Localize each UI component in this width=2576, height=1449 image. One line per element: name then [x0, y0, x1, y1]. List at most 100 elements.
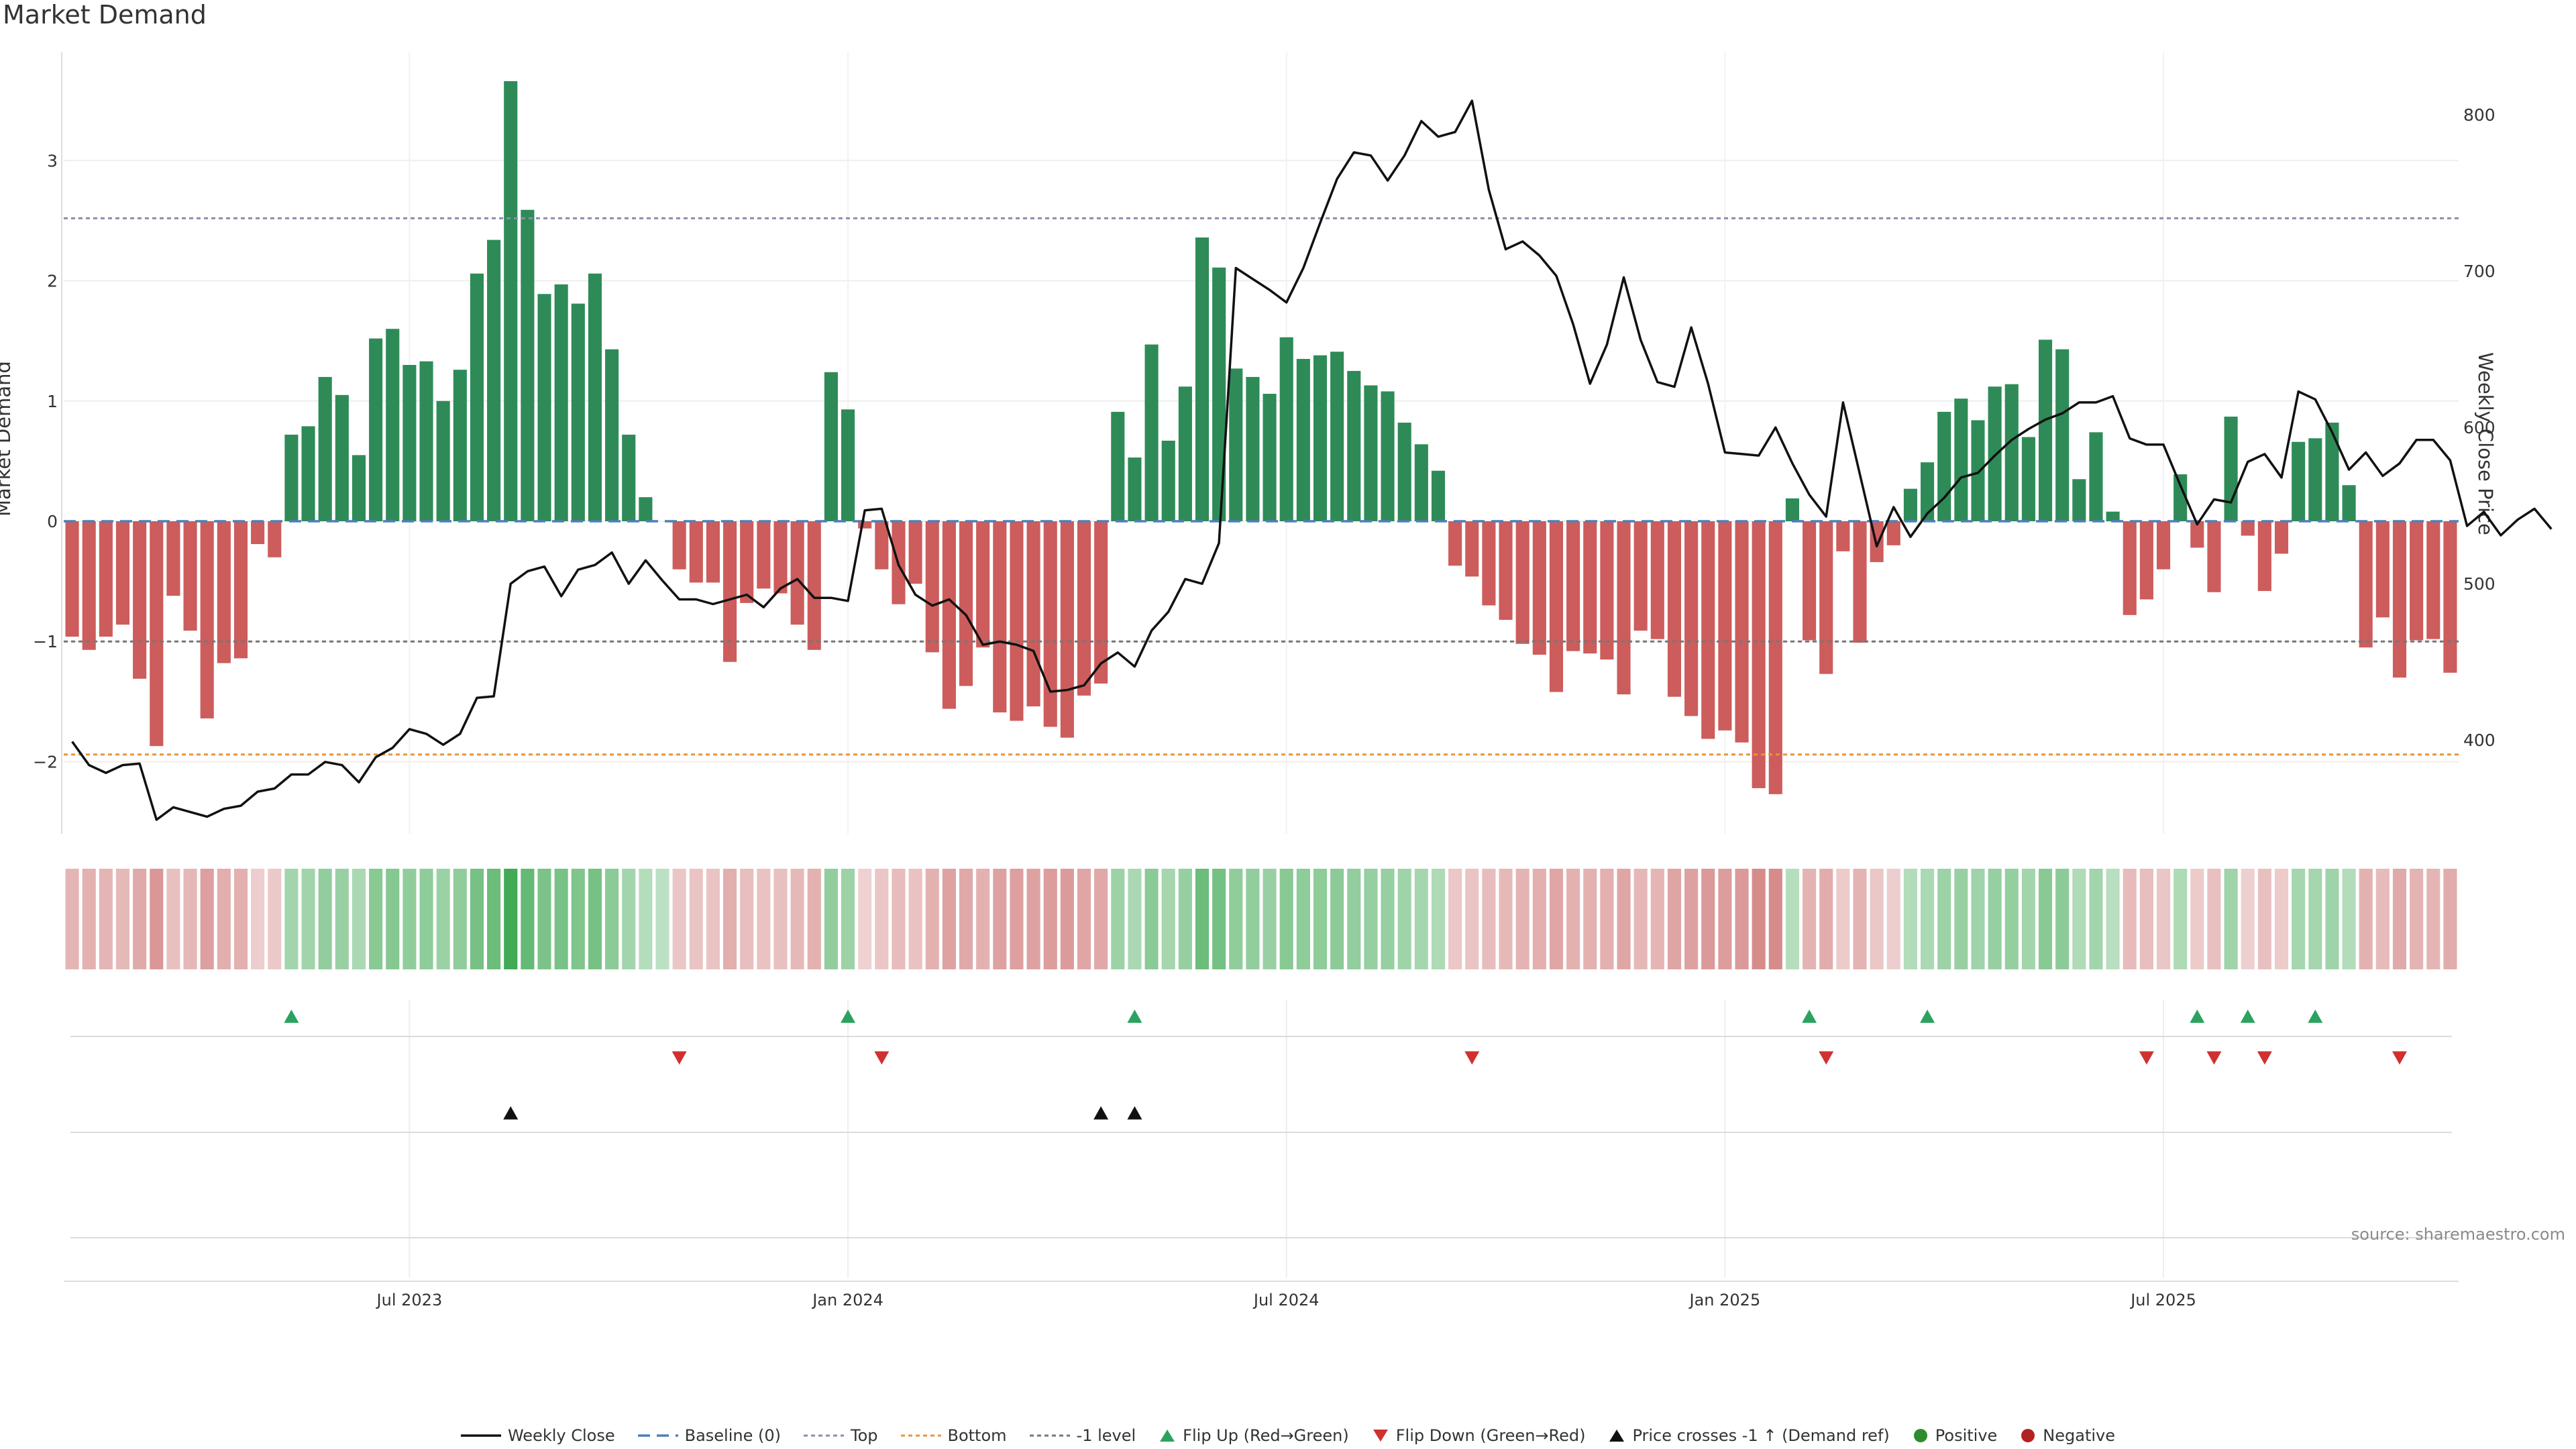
heat-cell: [2004, 869, 2019, 969]
demand-bar-negative: [251, 521, 265, 545]
demand-bar-positive: [2224, 417, 2238, 521]
heat-cell: [1667, 869, 1682, 969]
heat-cell: [824, 869, 838, 969]
heat-cell: [1296, 869, 1310, 969]
flip-down-marker: [2139, 1051, 2154, 1065]
demand-bar-negative: [183, 521, 197, 631]
demand-bar-positive: [521, 209, 535, 521]
demand-bar-positive: [1279, 337, 1293, 521]
x-tick-label: Jul 2025: [2129, 1291, 2196, 1309]
demand-bar-positive: [470, 273, 484, 521]
flip-up-marker: [284, 1010, 299, 1023]
demand-bar-negative: [1499, 521, 1513, 620]
heat-cell: [2190, 869, 2204, 969]
demand-bar-positive: [1431, 470, 1446, 521]
demand-bar-negative: [2375, 521, 2390, 618]
legend-item-bottom: Bottom: [900, 1426, 1007, 1445]
heat-cell: [2359, 869, 2373, 969]
demand-bar-negative: [1650, 521, 1664, 639]
heat-cell: [1583, 869, 1597, 969]
legend-item-minus-one: -1 level: [1029, 1426, 1136, 1445]
heat-cell: [1718, 869, 1732, 969]
heat-cell: [1954, 869, 1968, 969]
legend-label: Positive: [1935, 1426, 1998, 1445]
legend-swatch-cross: [1609, 1430, 1625, 1442]
demand-bar-positive: [1414, 444, 1428, 521]
heat-cell: [639, 869, 653, 969]
demand-bar-negative: [1549, 521, 1564, 692]
heat-cell: [2055, 869, 2070, 969]
heat-cell: [1701, 869, 1715, 969]
demand-bar-negative: [217, 521, 231, 663]
demand-bar-negative: [1684, 521, 1699, 716]
demand-bar-negative: [1060, 521, 1074, 738]
legend-swatch-flip-down: [1373, 1430, 1388, 1442]
heat-cell: [689, 869, 703, 969]
legend-swatch-top: [804, 1434, 844, 1437]
demand-bar-negative: [875, 521, 889, 570]
demand-bar-positive: [1903, 488, 1917, 521]
heat-cell: [301, 869, 315, 969]
demand-bar-positive: [2342, 485, 2356, 521]
demand-bar-positive: [2038, 339, 2053, 521]
demand-bar-negative: [1043, 521, 1057, 727]
heat-cell: [1819, 869, 1833, 969]
demand-bar-negative: [723, 521, 737, 662]
y-tick-label-left: 1: [47, 392, 58, 411]
heat-cell: [386, 869, 400, 969]
heat-cell: [1313, 869, 1328, 969]
demand-bar-negative: [2123, 521, 2137, 615]
demand-bar-negative: [1853, 521, 1867, 643]
y-tick-label-left: 0: [47, 512, 58, 531]
demand-bar-negative: [2426, 521, 2440, 639]
heat-cell: [2375, 869, 2390, 969]
heat-cell: [757, 869, 771, 969]
demand-bar-positive: [1111, 411, 1125, 521]
heat-cell: [2392, 869, 2407, 969]
demand-bar-negative: [1836, 521, 1850, 551]
heat-cell: [1752, 869, 1766, 969]
heat-cell: [1853, 869, 1867, 969]
demand-bar-negative: [1515, 521, 1529, 644]
demand-bar-positive: [2055, 349, 2070, 521]
heat-cell: [352, 869, 366, 969]
y-tick-label-right: 400: [2463, 731, 2496, 750]
heat-cell: [740, 869, 754, 969]
heat-cell: [571, 869, 585, 969]
heat-cell: [1482, 869, 1496, 969]
demand-bar-positive: [1347, 370, 1361, 521]
price-cross-marker: [503, 1106, 519, 1120]
heat-cell: [521, 869, 535, 969]
heat-cell: [1128, 869, 1142, 969]
demand-bar-negative: [1532, 521, 1546, 655]
heat-cell: [2325, 869, 2339, 969]
heat-cell: [2410, 869, 2424, 969]
demand-bar-negative: [976, 521, 990, 648]
heat-cell: [1971, 869, 1985, 969]
legend-swatch-bottom: [900, 1434, 941, 1437]
heat-cell: [1566, 869, 1580, 969]
legend-swatch-minus-one: [1029, 1434, 1070, 1437]
heat-cell: [268, 869, 282, 969]
demand-bar-negative: [115, 521, 130, 625]
heat-cell: [2021, 869, 2035, 969]
demand-bar-negative: [65, 521, 79, 637]
legend-label: Weekly Close: [507, 1426, 615, 1445]
demand-bar-positive: [419, 361, 433, 521]
demand-bar-negative: [1094, 521, 1108, 684]
demand-bar-positive: [2292, 441, 2306, 521]
flip-down-marker: [2206, 1051, 2222, 1065]
demand-bar-negative: [672, 521, 686, 570]
flip-up-marker: [1920, 1010, 1935, 1023]
demand-bar-positive: [436, 400, 450, 521]
demand-bar-negative: [1752, 521, 1766, 788]
demand-bar-positive: [453, 370, 467, 521]
demand-bar-negative: [942, 521, 956, 709]
heat-cell: [1026, 869, 1040, 969]
heat-cell: [82, 869, 96, 969]
legend-label: -1 level: [1076, 1426, 1136, 1445]
demand-bar-negative: [1465, 521, 1479, 577]
demand-bar-positive: [402, 365, 417, 521]
heat-cell: [1195, 869, 1210, 969]
flip-up-marker: [2190, 1010, 2205, 1023]
